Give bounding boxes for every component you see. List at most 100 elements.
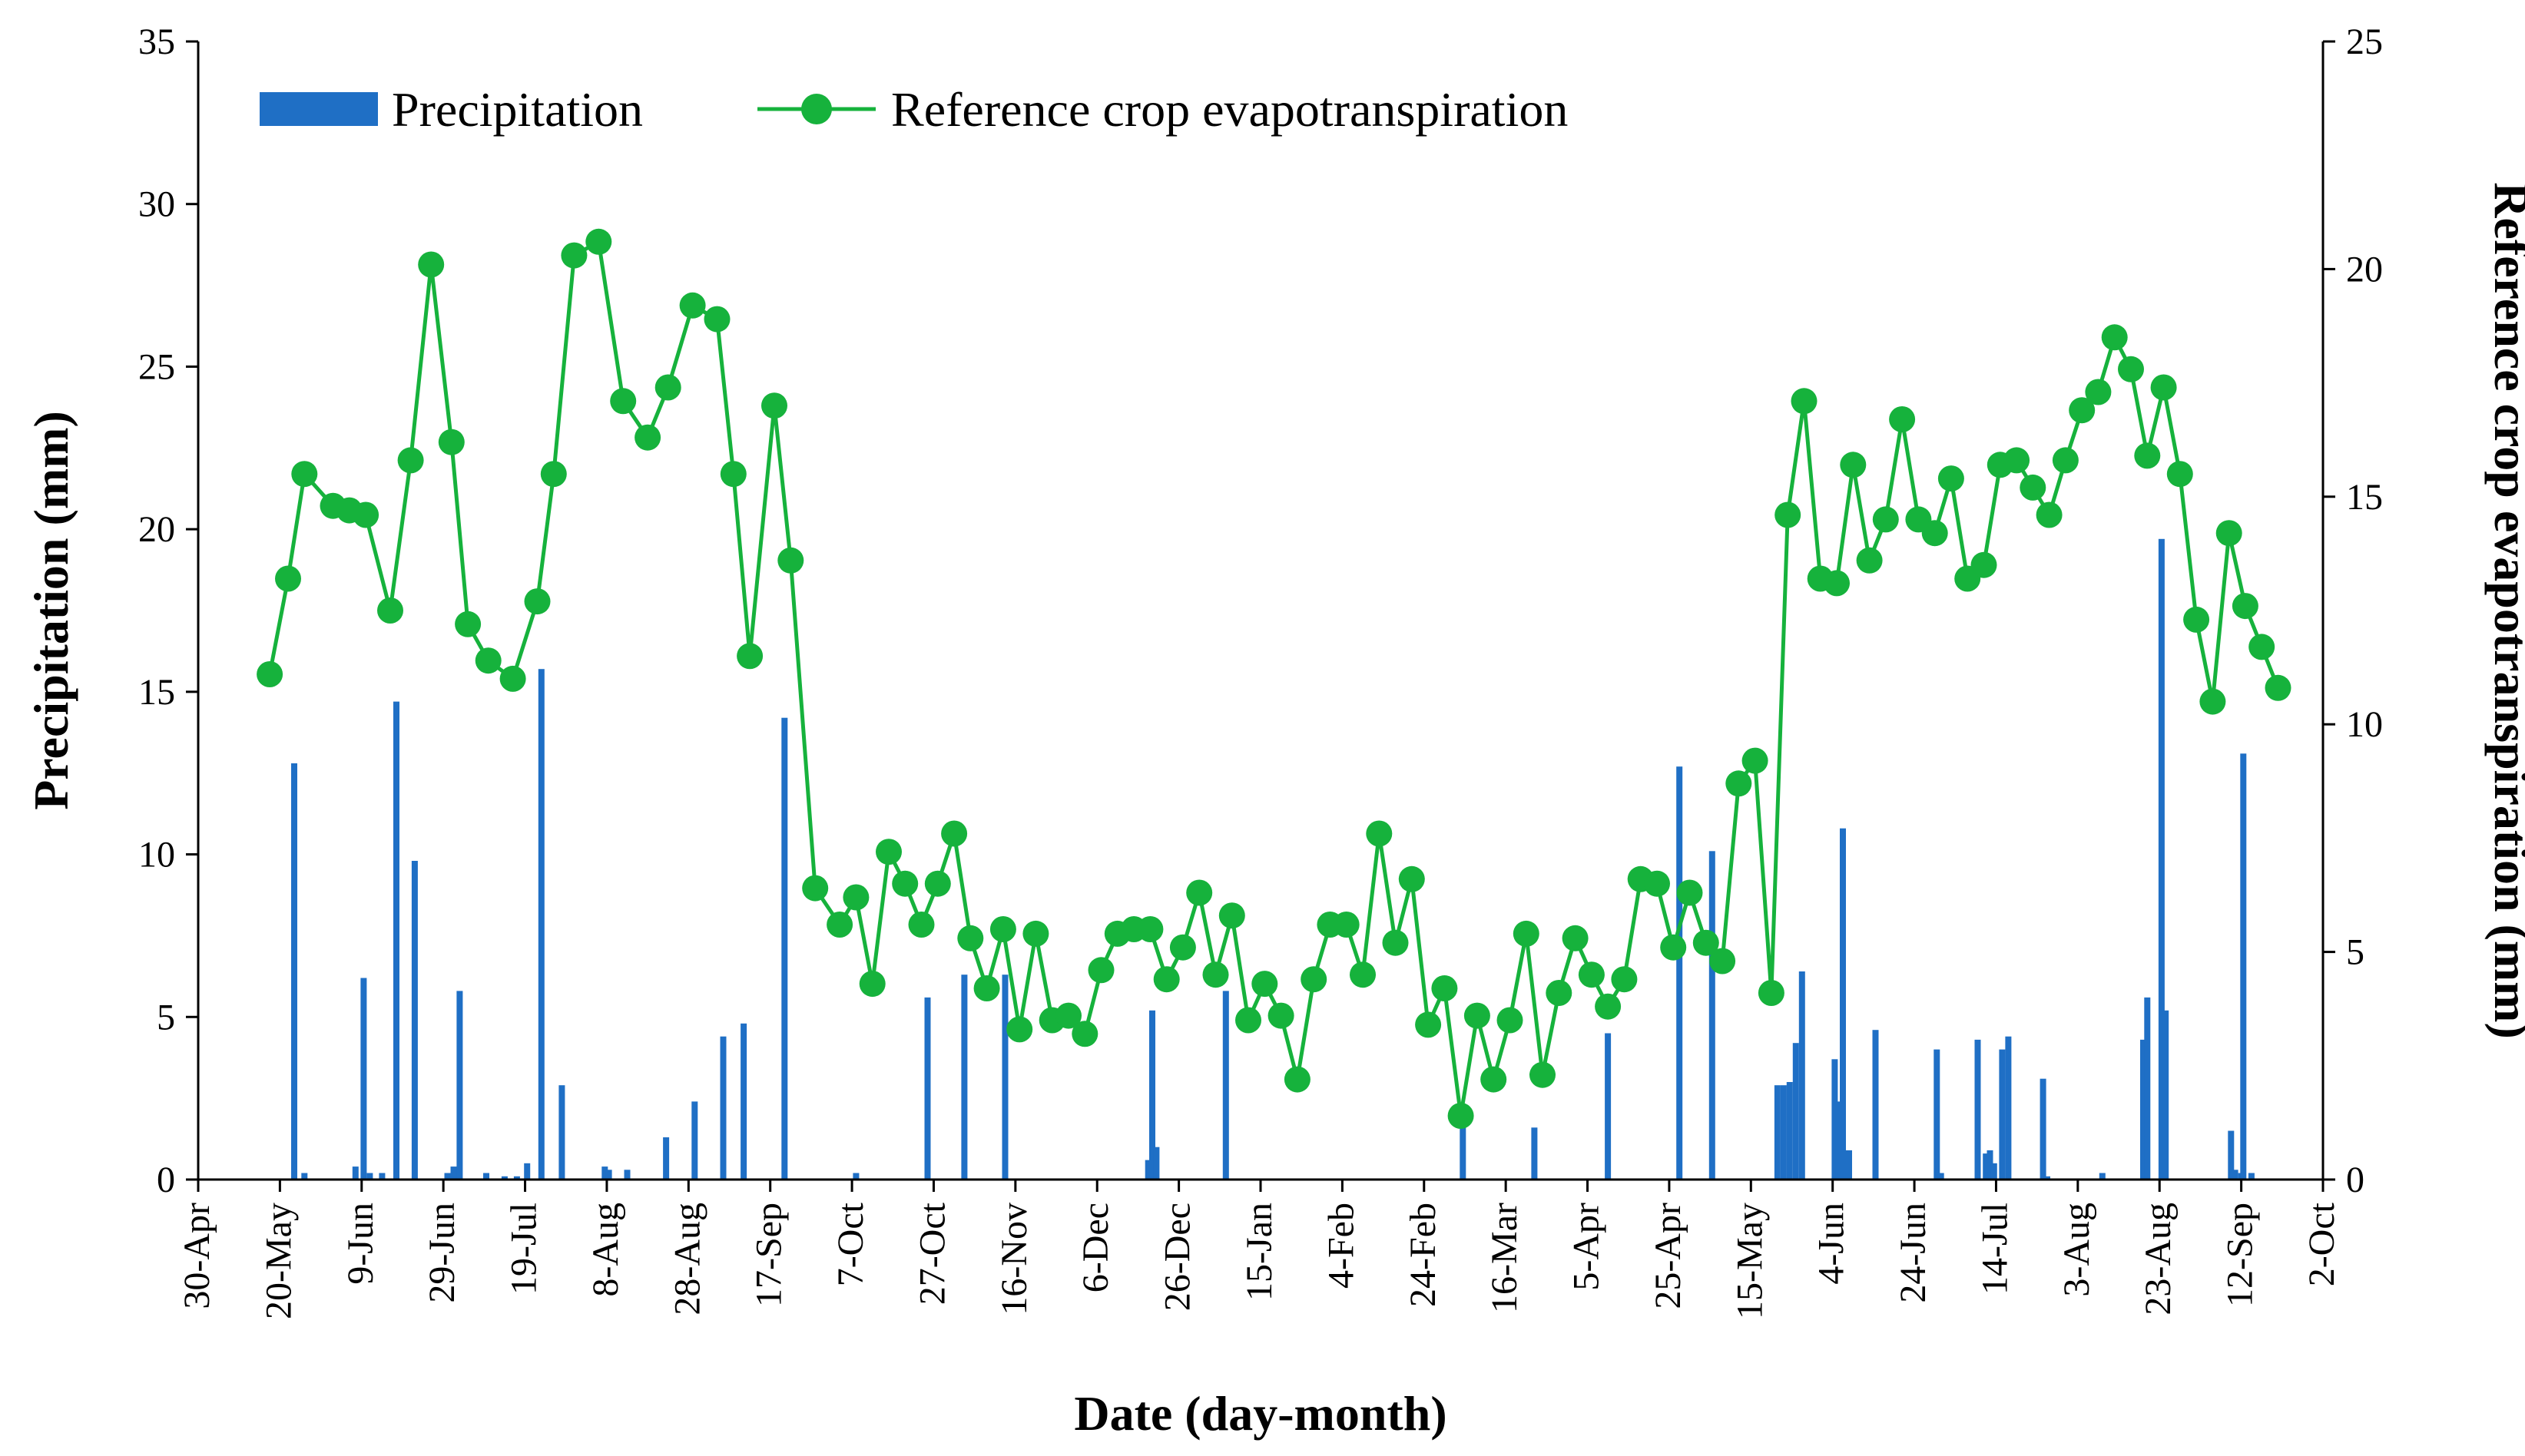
precip-bar: [1460, 1127, 1466, 1180]
et-marker: [1137, 916, 1164, 942]
legend-precip-label: Precipitation: [392, 82, 643, 137]
y-left-tick-label: 5: [157, 997, 175, 1037]
et-marker: [2118, 356, 2144, 382]
et-series: [257, 228, 2291, 1129]
y-left-tick-label: 30: [138, 184, 175, 225]
et-marker: [1350, 961, 1376, 988]
et-marker: [1889, 406, 1916, 432]
precip-bar: [2232, 1170, 2238, 1180]
y-right-axis-title: Reference crop evapotranspiration (mm): [2484, 182, 2525, 1039]
et-marker: [1791, 388, 1818, 415]
precip-bar: [291, 763, 297, 1180]
precip-bar: [2240, 753, 2247, 1180]
et-marker: [1284, 1066, 1311, 1093]
precip-bar: [1605, 1033, 1612, 1180]
precip-bar: [1531, 1127, 1538, 1180]
et-marker: [720, 461, 747, 488]
et-marker: [2003, 447, 2030, 474]
et-marker: [2265, 674, 2291, 701]
precip-bar: [781, 717, 788, 1180]
precip-bar: [379, 1173, 386, 1180]
legend: Precipitation Reference crop evapotransp…: [260, 82, 1568, 137]
precip-bar: [1145, 1160, 1151, 1180]
y-left-tick-label: 15: [138, 672, 175, 713]
et-marker: [1513, 920, 1539, 947]
et-marker: [1741, 747, 1768, 774]
x-tick-label: 24-Feb: [1403, 1203, 1443, 1307]
precip-bar: [2162, 1010, 2169, 1180]
et-marker: [561, 242, 588, 269]
et-marker: [1267, 1002, 1294, 1029]
et-marker: [1872, 506, 1899, 533]
et-marker: [2183, 606, 2210, 633]
x-tick-label: 7-Oct: [830, 1202, 871, 1286]
y-right-tick-label: 0: [2346, 1160, 2364, 1200]
precip-bar: [2228, 1130, 2235, 1180]
et-marker: [275, 565, 301, 592]
precip-bar: [2158, 538, 2165, 1180]
precipitation-bars: [291, 538, 2255, 1180]
x-tick-label: 15-May: [1729, 1203, 1770, 1319]
y-right-tick-label: 20: [2346, 249, 2383, 290]
et-marker: [1022, 920, 1049, 947]
precip-bar: [513, 1176, 520, 1180]
x-tick-label: 4-Jun: [1811, 1203, 1852, 1285]
precip-bar: [2140, 1039, 2146, 1180]
precip-bar: [1999, 1049, 2006, 1180]
et-marker: [957, 925, 984, 951]
et-marker: [679, 292, 706, 319]
x-tick-label: 28-Aug: [667, 1203, 707, 1315]
precip-bar: [601, 1166, 608, 1180]
et-marker: [1382, 929, 1409, 956]
et-marker: [397, 447, 424, 474]
et-marker: [1611, 966, 1638, 993]
precip-bar: [393, 701, 399, 1180]
precip-bar: [2248, 1173, 2255, 1180]
y-left-axis-title: Precipitation (mm): [24, 411, 78, 810]
precip-bar: [1780, 1085, 1787, 1180]
x-tick-label: 26-Dec: [1158, 1203, 1198, 1311]
precip-bar: [456, 991, 463, 1180]
precip-bar: [360, 978, 367, 1180]
precip-bar: [1002, 975, 1009, 1180]
precip-bar: [605, 1170, 612, 1180]
y-left-tick-label: 10: [138, 835, 175, 875]
et-marker: [989, 916, 1016, 942]
et-marker: [1088, 957, 1115, 984]
et-marker: [585, 228, 612, 255]
et-marker: [908, 912, 935, 938]
precip-bar: [1990, 1163, 1997, 1180]
et-marker: [2101, 324, 2128, 351]
et-marker: [1072, 1021, 1098, 1047]
precip-bar: [1831, 1059, 1838, 1180]
precip-bar: [1835, 1101, 1842, 1180]
x-tick-label: 15-Jan: [1239, 1203, 1280, 1301]
precip-bar: [1676, 766, 1683, 1180]
et-marker: [2215, 520, 2242, 547]
precip-bar: [720, 1036, 727, 1180]
et-marker: [1202, 961, 1229, 988]
precip-bar: [1774, 1085, 1781, 1180]
x-tick-label: 14-Jul: [1974, 1203, 2015, 1295]
precip-bar: [924, 997, 931, 1180]
et-marker: [1301, 966, 1327, 993]
et-marker: [2199, 688, 2226, 715]
x-tick-label: 2-Oct: [2301, 1202, 2342, 1286]
precip-bar: [1846, 1150, 1852, 1180]
et-marker: [1463, 1002, 1490, 1029]
y-right-tick-label: 10: [2346, 704, 2383, 745]
x-tick-label: 24-Jun: [1893, 1203, 1934, 1303]
et-marker: [1431, 975, 1458, 1001]
x-tick-label: 12-Sep: [2220, 1203, 2261, 1307]
et-marker: [1921, 520, 1948, 547]
et-marker: [1055, 1002, 1082, 1029]
x-tick-label: 16-Nov: [994, 1203, 1035, 1315]
precip-bar: [853, 1173, 860, 1180]
precip-bar: [524, 1163, 531, 1180]
et-marker: [761, 392, 787, 419]
precip-bar: [691, 1101, 698, 1180]
et-marker: [524, 588, 551, 615]
et-marker: [1186, 879, 1213, 906]
x-tick-label: 19-Jul: [504, 1203, 545, 1295]
et-marker: [1333, 912, 1360, 938]
